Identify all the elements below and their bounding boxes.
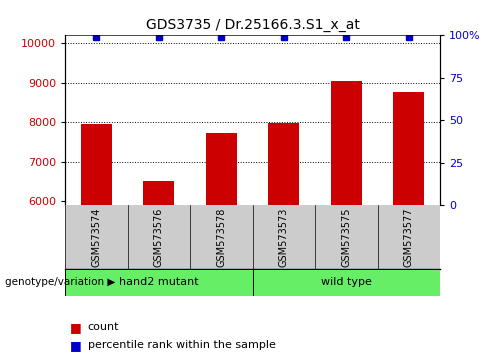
Text: count: count (88, 322, 119, 332)
Bar (65, 269, 252, 296)
Text: GSM573578: GSM573578 (216, 207, 226, 267)
Text: ■: ■ (70, 321, 82, 334)
Text: GSM573575: GSM573575 (341, 207, 351, 267)
Title: GDS3735 / Dr.25166.3.S1_x_at: GDS3735 / Dr.25166.3.S1_x_at (146, 18, 360, 32)
Text: GSM573573: GSM573573 (279, 207, 289, 267)
Bar (143, 181, 174, 205)
Text: GSM573576: GSM573576 (154, 207, 164, 267)
Text: GSM573574: GSM573574 (91, 207, 101, 267)
Bar (252, 269, 440, 296)
Bar (252, 269, 440, 296)
Bar (330, 81, 362, 205)
Bar (80, 124, 112, 205)
Text: GSM573577: GSM573577 (404, 207, 414, 267)
Bar (393, 92, 424, 205)
Bar (65, 269, 252, 296)
Text: genotype/variation ▶: genotype/variation ▶ (5, 277, 116, 287)
Text: hand2 mutant: hand2 mutant (119, 277, 198, 287)
Text: wild type: wild type (321, 277, 372, 287)
Bar (268, 123, 300, 205)
Text: ■: ■ (70, 339, 82, 352)
Bar (206, 133, 237, 205)
Text: percentile rank within the sample: percentile rank within the sample (88, 340, 276, 350)
